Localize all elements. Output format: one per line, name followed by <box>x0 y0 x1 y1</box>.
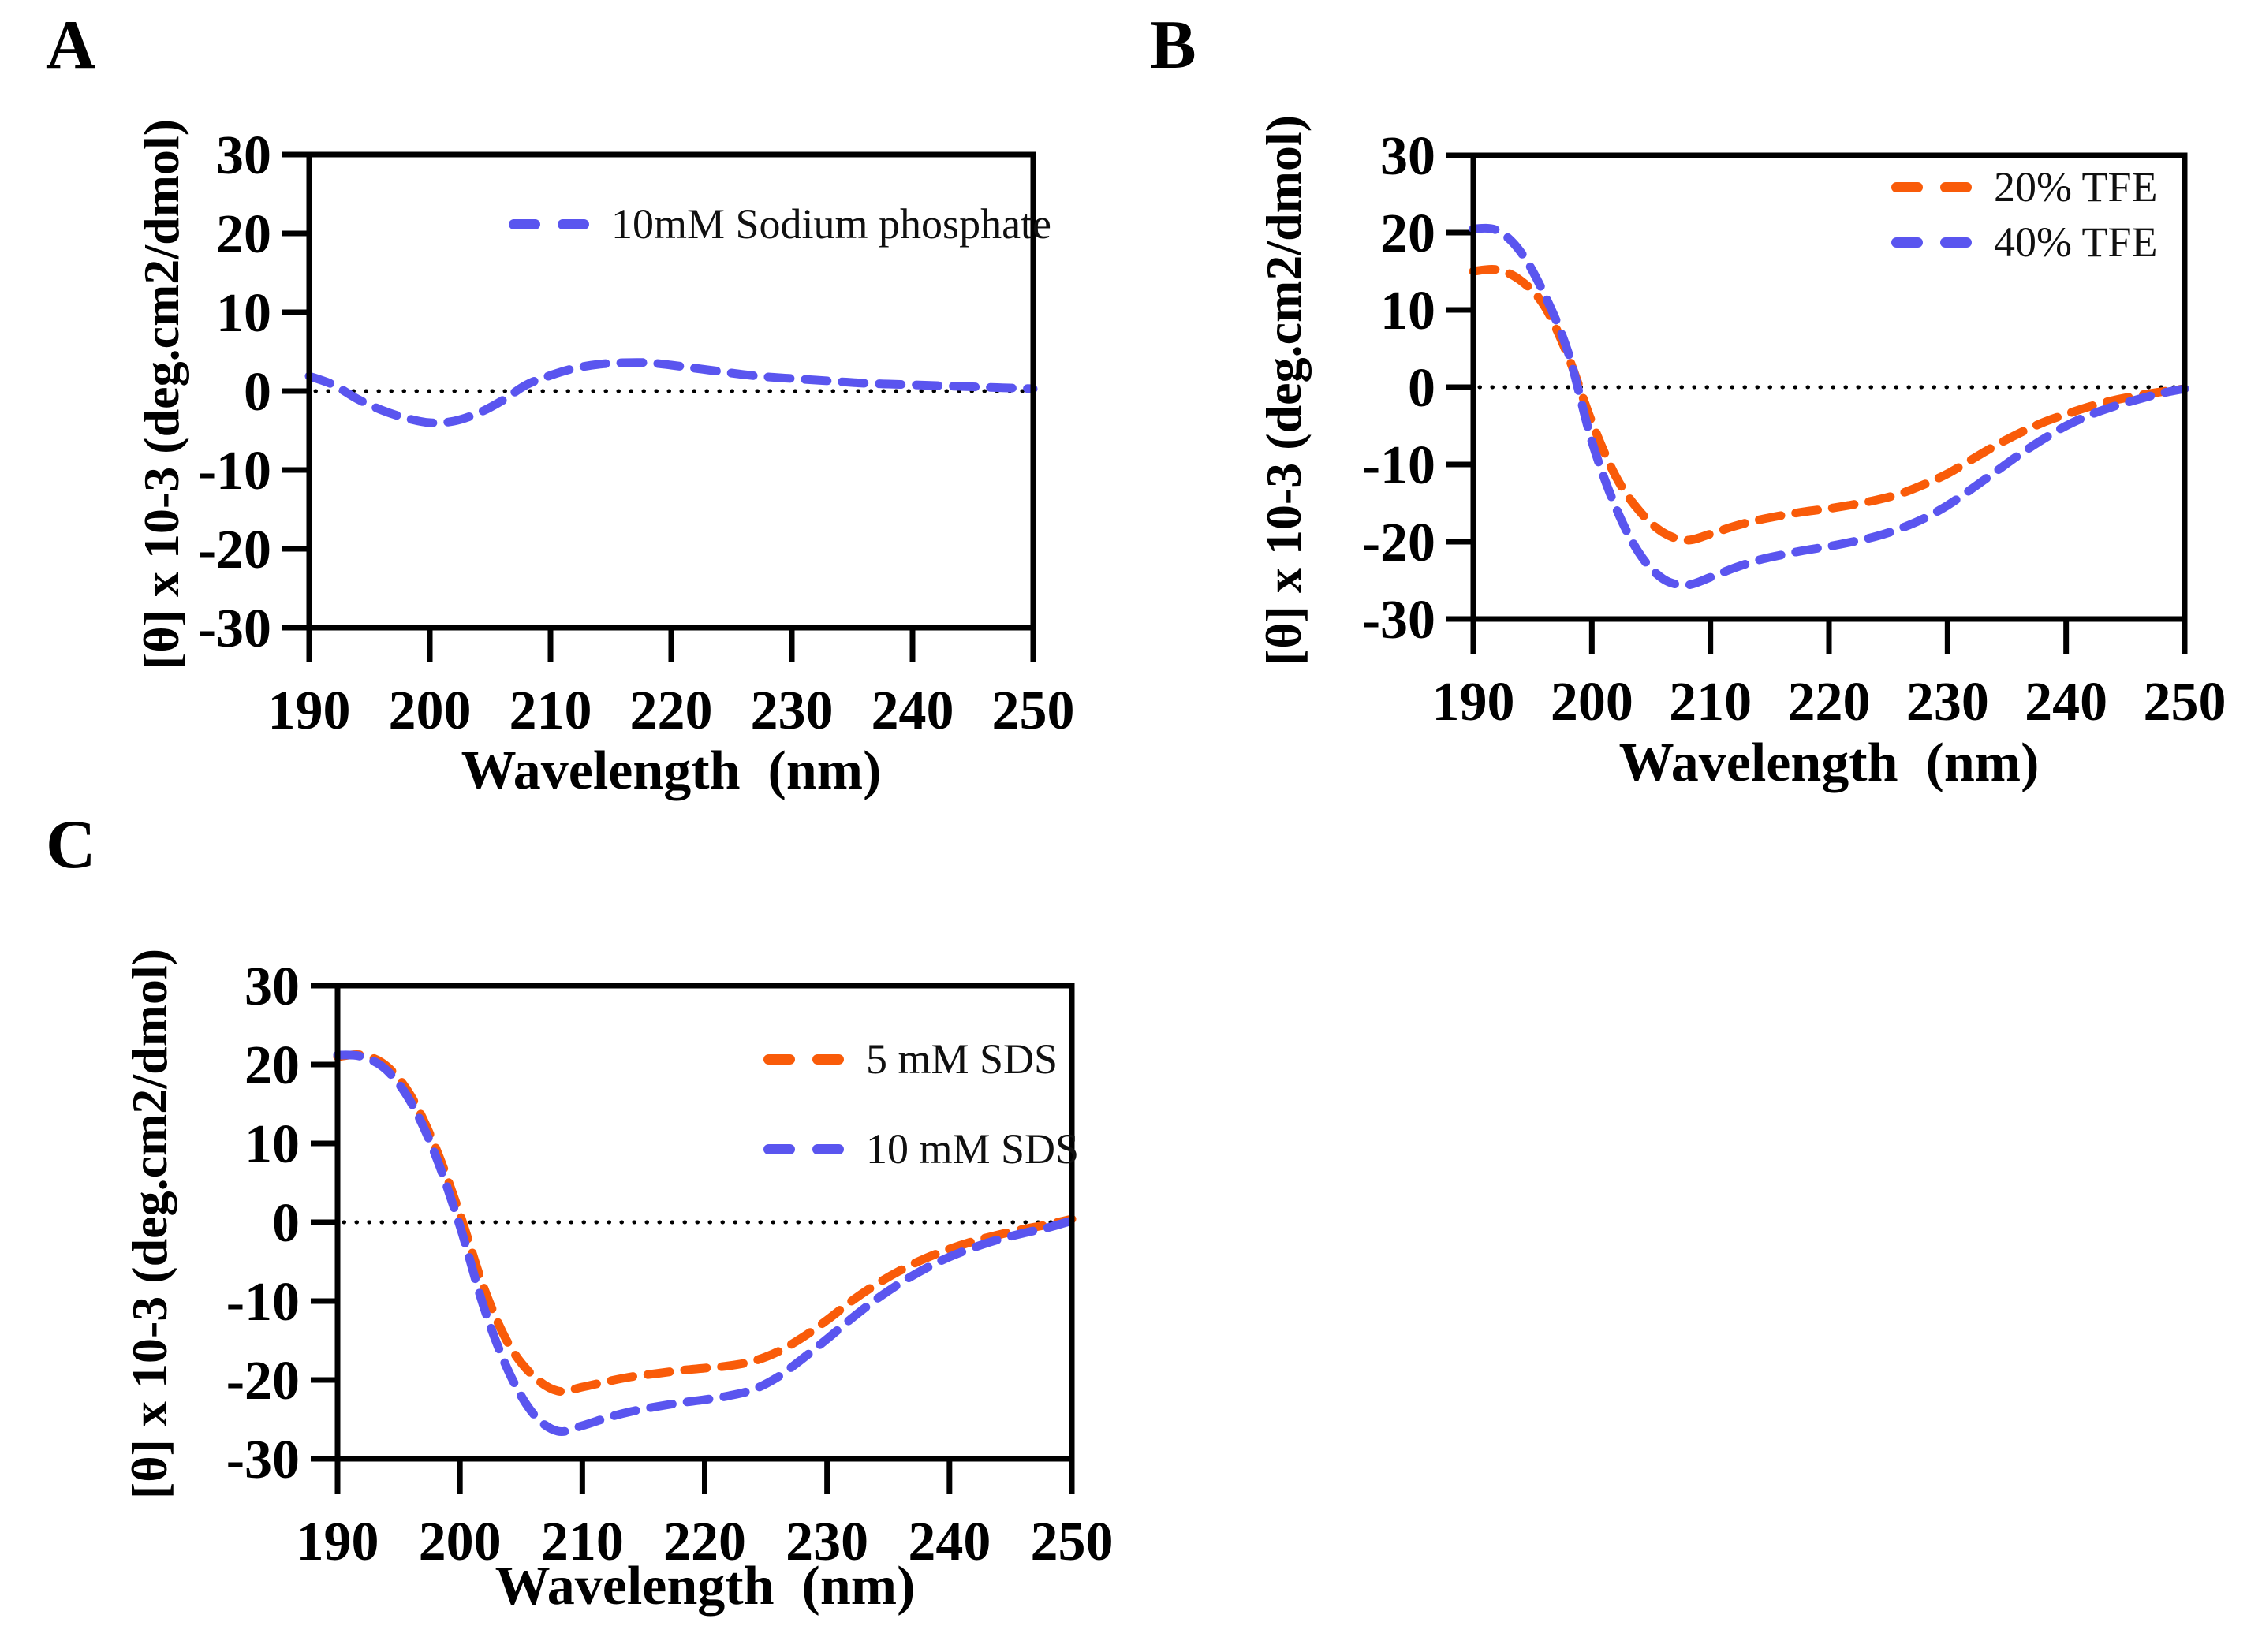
y-tick-label: -20 <box>1362 513 1435 573</box>
series-path-0 <box>304 358 1038 427</box>
x-tick-label: 190 <box>297 1512 379 1572</box>
legend-item-5mm-sds: 5 mM SDS <box>763 1035 1058 1083</box>
legend-label: 40% TFE <box>1994 218 2158 266</box>
x-axis-title-a: Wavelength (nm) <box>461 740 882 801</box>
x-tick-label: 240 <box>908 1512 991 1572</box>
x-tick-label: 220 <box>630 681 713 741</box>
axis-frame <box>334 983 1075 1462</box>
series-path-1 <box>333 1050 1077 1437</box>
x-tick-label: 240 <box>872 681 954 741</box>
dash-swatch-orange <box>1891 181 1972 192</box>
x-tick-label: 230 <box>751 681 834 741</box>
legend-label: 20% TFE <box>1994 163 2158 211</box>
y-tick-label: -30 <box>198 599 271 659</box>
x-tick-label: 210 <box>1669 672 1752 733</box>
y-tick-label: 30 <box>1380 126 1435 187</box>
dash-swatch-blue <box>1891 237 1972 248</box>
y-tick-label: -20 <box>226 1351 300 1411</box>
axis-frame <box>1470 152 2188 622</box>
y-axis-title-c: [θ] x 10-3 (deg.cm2/dmol) <box>121 948 177 1500</box>
x-tick-label: 250 <box>1031 1512 1114 1572</box>
y-tick-label: 10 <box>244 1114 300 1175</box>
x-axis-title-b: Wavelength (nm) <box>1618 733 2040 793</box>
x-axis-title-c: Wavelength (nm) <box>495 1556 916 1617</box>
x-tick-label: 200 <box>389 681 472 741</box>
y-tick-label: 20 <box>216 204 271 265</box>
x-tick-label: 220 <box>1788 672 1871 733</box>
x-tick-label: 230 <box>786 1512 868 1572</box>
y-tick-label: -30 <box>226 1430 300 1490</box>
legend-item-40-tfe: 40% TFE <box>1891 218 2158 267</box>
y-tick-label: 0 <box>244 362 271 423</box>
y-tick-label: 10 <box>1380 281 1435 341</box>
panel-label-a: A <box>46 7 96 84</box>
x-tick-label: 200 <box>1551 672 1633 733</box>
series-path-1 <box>1469 223 2189 590</box>
y-tick-label: -30 <box>1362 590 1435 651</box>
chart-panel-a: 30 20 10 0 -10 -20 -30 190 200 210 220 230 240 250 <box>198 125 1075 741</box>
dash-swatch-blue <box>763 1143 844 1154</box>
x-tick-label: 220 <box>663 1512 746 1572</box>
legend-label: 10mM Sodium phosphate <box>611 200 1052 248</box>
x-tick-label: 200 <box>419 1512 502 1572</box>
panel-label-b: B <box>1150 7 1196 84</box>
x-tick-label: 190 <box>1432 672 1515 733</box>
legend-item-sodium-phosphate: 10mM Sodium phosphate <box>509 200 1051 248</box>
chart-panel-c: 30 20 10 0 -10 -20 -30 190 200 210 220 230 240 250 <box>226 957 1114 1572</box>
y-tick-label: 0 <box>272 1193 300 1254</box>
legend-label: 5 mM SDS <box>866 1035 1058 1083</box>
y-tick-label: 30 <box>244 957 300 1017</box>
y-tick-label: -10 <box>198 441 271 502</box>
dash-swatch-orange <box>763 1053 844 1065</box>
chart-panel-b: 30 20 10 0 -10 -20 -30 190 200 210 220 230 240 250 <box>1362 126 2226 733</box>
y-tick-label: 30 <box>216 125 271 186</box>
x-tick-label: 230 <box>1906 672 1989 733</box>
x-tick-label: 250 <box>2144 672 2226 733</box>
legend-item-20-tfe: 20% TFE <box>1891 162 2158 211</box>
x-tick-label: 250 <box>992 681 1075 741</box>
x-tick-label: 210 <box>509 681 592 741</box>
y-tick-label: -10 <box>226 1272 300 1333</box>
legend-item-10mm-sds: 10 mM SDS <box>763 1124 1079 1173</box>
panel-label-c: C <box>46 807 96 883</box>
y-tick-label: 20 <box>1380 203 1435 264</box>
y-tick-label: -10 <box>1362 435 1435 496</box>
y-axis-title-b: [θ] x 10-3 (deg.cm2/dmol) <box>1256 114 1312 666</box>
axis-frame <box>306 151 1036 631</box>
x-tick-label: 210 <box>541 1512 624 1572</box>
y-axis-title-a: [θ] x 10-3 (deg.cm2/dmol) <box>133 118 189 670</box>
legend-label: 10 mM SDS <box>866 1125 1080 1173</box>
y-tick-label: 10 <box>216 283 271 344</box>
y-tick-label: 20 <box>244 1035 300 1096</box>
x-tick-label: 240 <box>2025 672 2107 733</box>
y-tick-label: -20 <box>198 520 271 580</box>
dash-swatch-blue <box>509 218 589 229</box>
y-tick-label: 0 <box>1408 358 1435 419</box>
x-tick-label: 190 <box>268 681 351 741</box>
